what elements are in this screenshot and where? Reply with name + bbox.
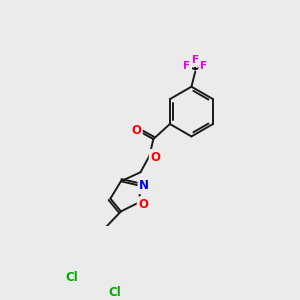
Text: Cl: Cl [65,271,78,284]
Text: O: O [151,151,160,164]
Text: F: F [183,61,190,71]
Text: F: F [200,61,207,71]
Text: N: N [139,179,149,192]
Text: Cl: Cl [109,286,121,298]
Text: O: O [131,124,141,137]
Text: F: F [192,55,199,65]
Text: O: O [139,198,148,211]
